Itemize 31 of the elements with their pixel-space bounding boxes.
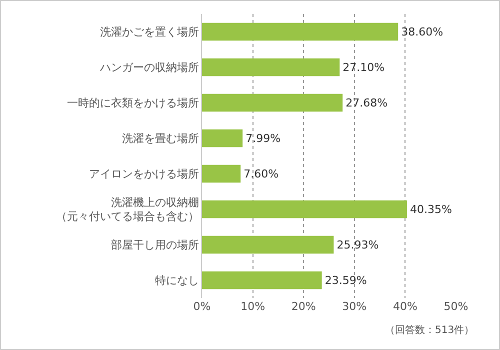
y-tick-label: 洗濯かごを置く場所 bbox=[100, 26, 199, 39]
data-label: 40.35% bbox=[410, 202, 452, 216]
y-tick-label: 一時的に衣類をかける場所 bbox=[66, 96, 199, 110]
data-label: 27.68% bbox=[346, 96, 388, 110]
bar bbox=[202, 164, 241, 183]
y-tick-label: ハンガーの収納場所 bbox=[98, 61, 199, 74]
data-label: 7.60% bbox=[244, 167, 279, 180]
data-label: 38.60% bbox=[401, 25, 444, 38]
bar bbox=[202, 271, 322, 290]
x-tick-label: 50% bbox=[444, 300, 468, 313]
bar bbox=[202, 22, 398, 41]
x-tick-label: 10% bbox=[240, 300, 266, 313]
bar bbox=[202, 58, 340, 76]
data-label: 25.93% bbox=[336, 238, 379, 252]
x-tick-label: 30% bbox=[342, 300, 367, 313]
data-label: 23.59% bbox=[324, 274, 367, 287]
x-tick-label: 20% bbox=[291, 300, 316, 313]
y-tick-label: 洗濯機上の収納棚（元々付いてる場合も含む） bbox=[56, 196, 199, 224]
bar bbox=[202, 129, 243, 148]
data-label: 7.99% bbox=[246, 132, 281, 145]
y-tick-label: 部屋干し用の場所 bbox=[110, 238, 199, 252]
bar bbox=[202, 94, 343, 112]
bar bbox=[202, 200, 407, 218]
y-tick-label: 特になし bbox=[154, 274, 199, 288]
x-tick-label: 40% bbox=[392, 300, 418, 313]
text: （回答数：513件） bbox=[385, 324, 474, 336]
y-tick-label: 洗濯を畳む場所 bbox=[122, 132, 199, 146]
x-tick-label: 0% bbox=[193, 300, 211, 313]
data-label: 27.10% bbox=[342, 60, 385, 74]
bar bbox=[202, 236, 334, 254]
y-tick-label: アイロンをかける場所 bbox=[88, 168, 199, 181]
